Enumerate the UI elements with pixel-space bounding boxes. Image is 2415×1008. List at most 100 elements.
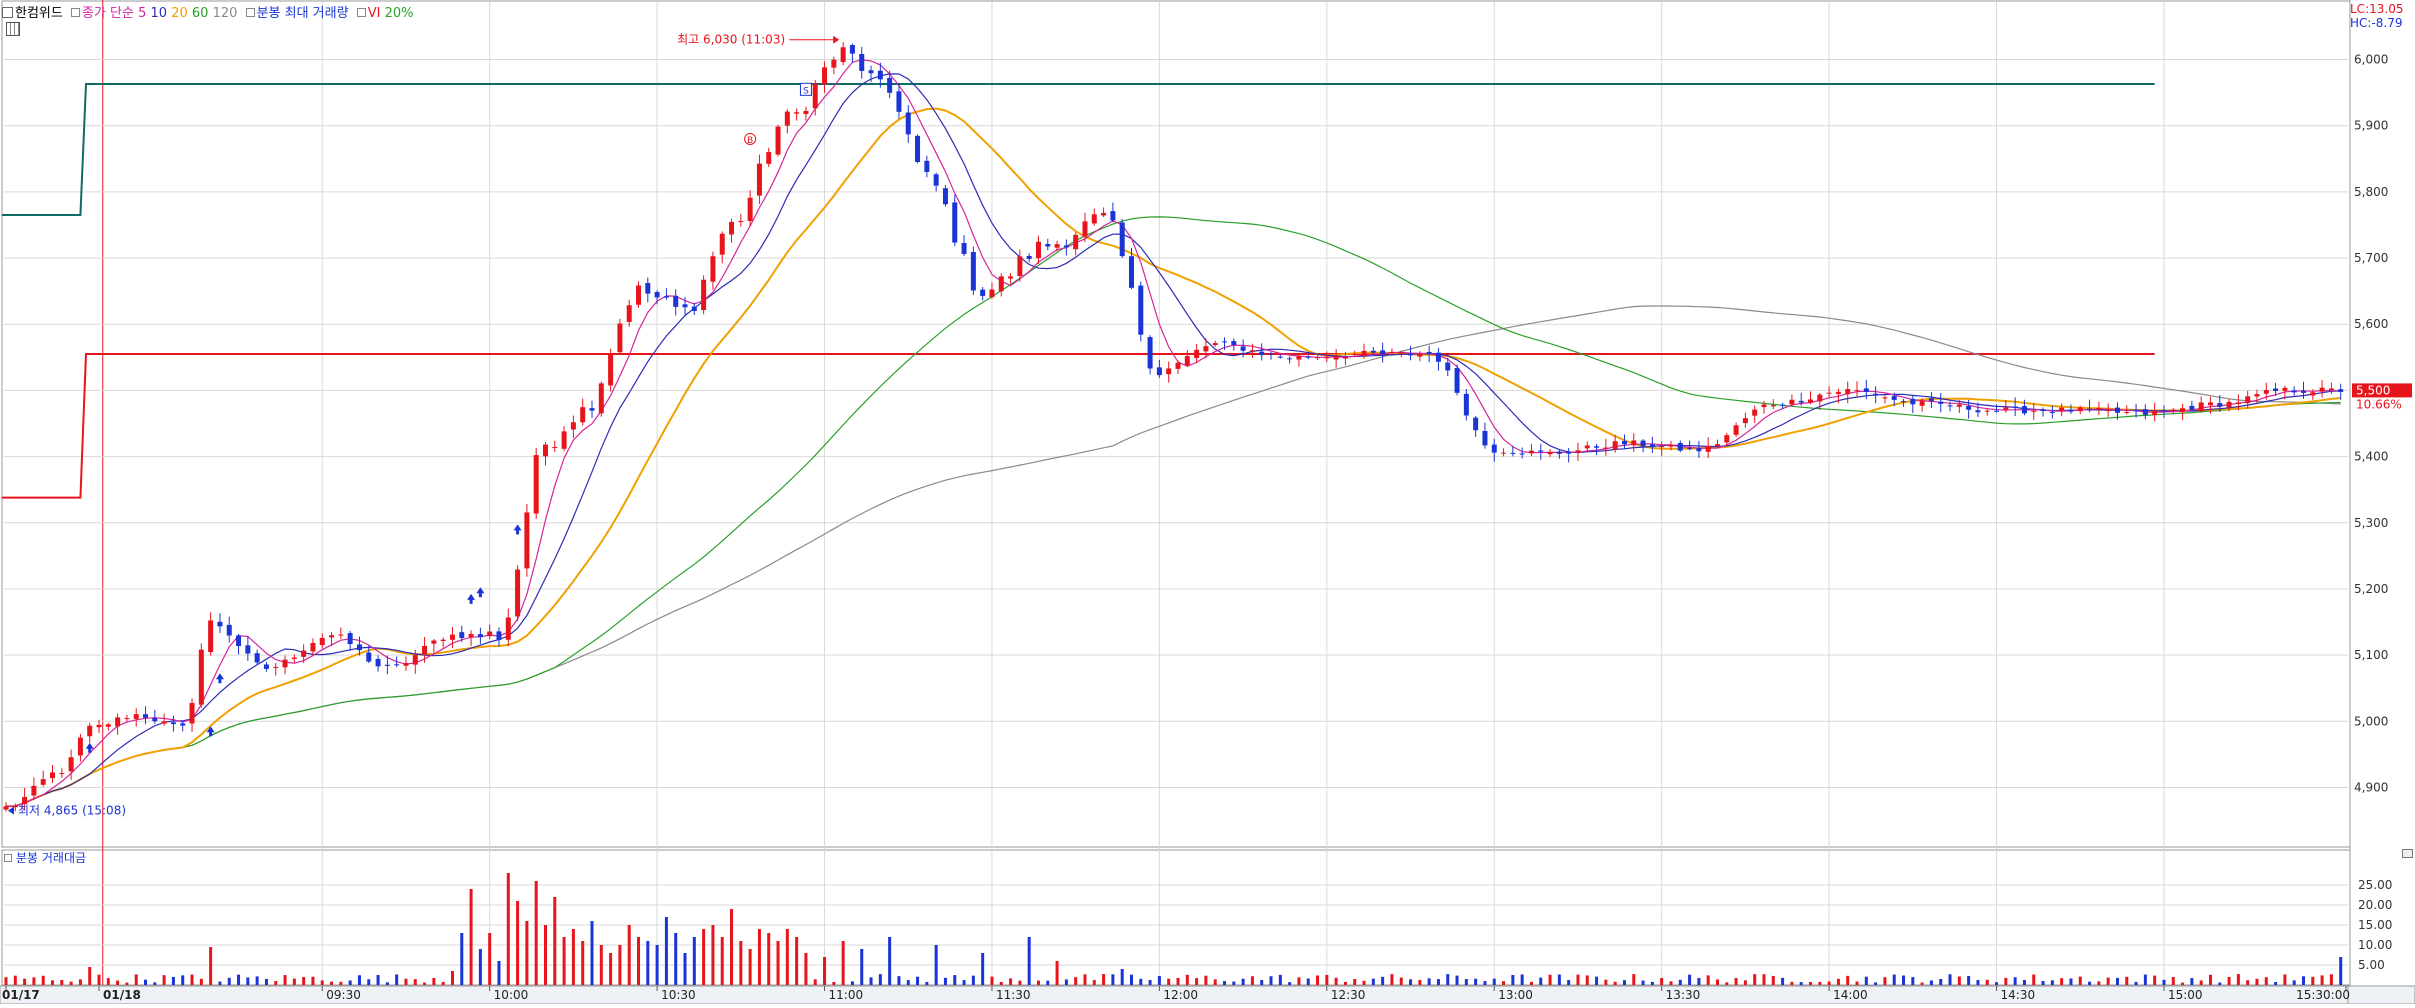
ma-type-label[interactable]: 종가 단순 — [81, 6, 134, 21]
candle-body — [1370, 350, 1376, 353]
candle-body — [570, 422, 576, 430]
volume-bar — [1446, 974, 1450, 985]
volume-bar — [776, 941, 780, 985]
volume-bar — [2227, 977, 2231, 985]
candle-body — [1035, 241, 1041, 259]
candle-body — [710, 256, 716, 282]
volume-bar — [302, 977, 306, 985]
symbol-name[interactable]: 한컴위드 — [15, 6, 63, 21]
candle-body — [170, 722, 176, 725]
candle-body — [691, 306, 697, 311]
candle-body — [1640, 440, 1646, 447]
header-box-icon — [2, 7, 13, 18]
candle-body — [1026, 256, 1032, 259]
candle-body — [1212, 343, 1218, 346]
candle-body — [1575, 450, 1581, 453]
volume-bar — [367, 979, 371, 985]
candle-body — [542, 444, 548, 457]
candle-body — [2300, 390, 2306, 393]
volume-bar — [813, 979, 817, 985]
candle-body — [2049, 412, 2055, 414]
volume-bar — [41, 975, 45, 985]
volume-bar — [1734, 977, 1738, 985]
candle-body — [896, 91, 902, 112]
volume-bar — [1083, 974, 1087, 985]
volume-bar — [2115, 977, 2119, 985]
candle-body — [617, 323, 623, 353]
candle-body — [1240, 346, 1246, 351]
volume-bar — [888, 937, 892, 985]
volume-bar — [1892, 974, 1896, 985]
volume-bar — [1948, 974, 1952, 985]
moving-averages — [5, 59, 2341, 808]
ma-period-120[interactable]: 120 — [212, 6, 238, 21]
ma-period-60[interactable]: 60 — [191, 6, 209, 21]
volume-bar — [1622, 980, 1626, 985]
vi-label[interactable]: VI — [367, 6, 381, 21]
ma-period-20[interactable]: 20 — [171, 6, 188, 21]
vi-arrow-icon — [215, 673, 224, 684]
candle-body — [2077, 407, 2083, 412]
candle-body — [3, 806, 9, 810]
candle-body — [775, 126, 781, 155]
price-tick-label: 5,800 — [2354, 185, 2388, 199]
candle-body — [849, 45, 855, 54]
candle-body — [254, 653, 260, 663]
volume-bar — [209, 947, 213, 985]
volume-bar — [395, 974, 399, 985]
candle-body — [580, 407, 586, 423]
candle-body — [1947, 405, 1953, 407]
volume-bars — [4, 873, 2343, 985]
volume-bar — [1846, 975, 1850, 985]
volume-bar — [1353, 979, 1357, 985]
volume-bar — [869, 977, 873, 985]
time-tick-label: 14:30 — [2001, 988, 2036, 1002]
volume-bar — [2190, 978, 2194, 985]
volume-bar — [823, 957, 827, 985]
volume-bar — [2208, 974, 2212, 985]
volume-bar — [1595, 976, 1599, 985]
volume-bar — [609, 953, 613, 985]
hc-value: HC:-8.79 — [2350, 16, 2403, 30]
volume-bar — [1976, 980, 1980, 985]
volume-bar — [953, 975, 957, 985]
volume-bar — [1836, 978, 1840, 985]
candle-body — [673, 295, 679, 307]
candle-body — [356, 644, 362, 651]
time-tick-label: 13:30 — [1666, 988, 1701, 1002]
volume-bar — [1092, 980, 1096, 985]
candle-body — [1175, 362, 1181, 369]
volume-bar — [1278, 974, 1282, 985]
max-volume-bullet-icon — [245, 8, 255, 17]
vi-value[interactable]: 20% — [384, 6, 414, 21]
time-tick-label: 12:30 — [1331, 988, 1366, 1002]
volume-bar — [2339, 957, 2343, 985]
candle-body — [1054, 244, 1060, 248]
volume-bar — [1688, 974, 1692, 985]
buy-marker-label: B — [747, 136, 753, 146]
volume-bar — [562, 937, 566, 985]
volume-bar — [553, 897, 557, 985]
panel-resize-icon[interactable] — [2402, 849, 2413, 858]
high-annotation: 최고 6,030 (11:03) — [677, 33, 785, 47]
volume-bar — [1511, 974, 1515, 985]
candle-body — [2096, 408, 2102, 410]
candle-body — [301, 650, 307, 657]
volume-bar — [1343, 981, 1347, 985]
ma-period-5[interactable]: 5 — [138, 6, 147, 21]
volume-bar — [1492, 978, 1496, 985]
max-volume-label[interactable]: 분봉 최대 거래량 — [256, 6, 349, 21]
candle-body — [189, 703, 195, 724]
candle-body — [1687, 448, 1693, 450]
volume-bar — [543, 925, 547, 985]
candle-body — [2282, 387, 2288, 391]
volume-bar — [311, 976, 315, 985]
candle-body — [2114, 407, 2120, 413]
candle-body — [133, 714, 139, 719]
candle-body — [1101, 212, 1107, 216]
settings-grid-icon[interactable] — [6, 22, 20, 36]
volume-tick-label: 20.00 — [2358, 898, 2392, 912]
ma-period-10[interactable]: 10 — [150, 6, 168, 21]
